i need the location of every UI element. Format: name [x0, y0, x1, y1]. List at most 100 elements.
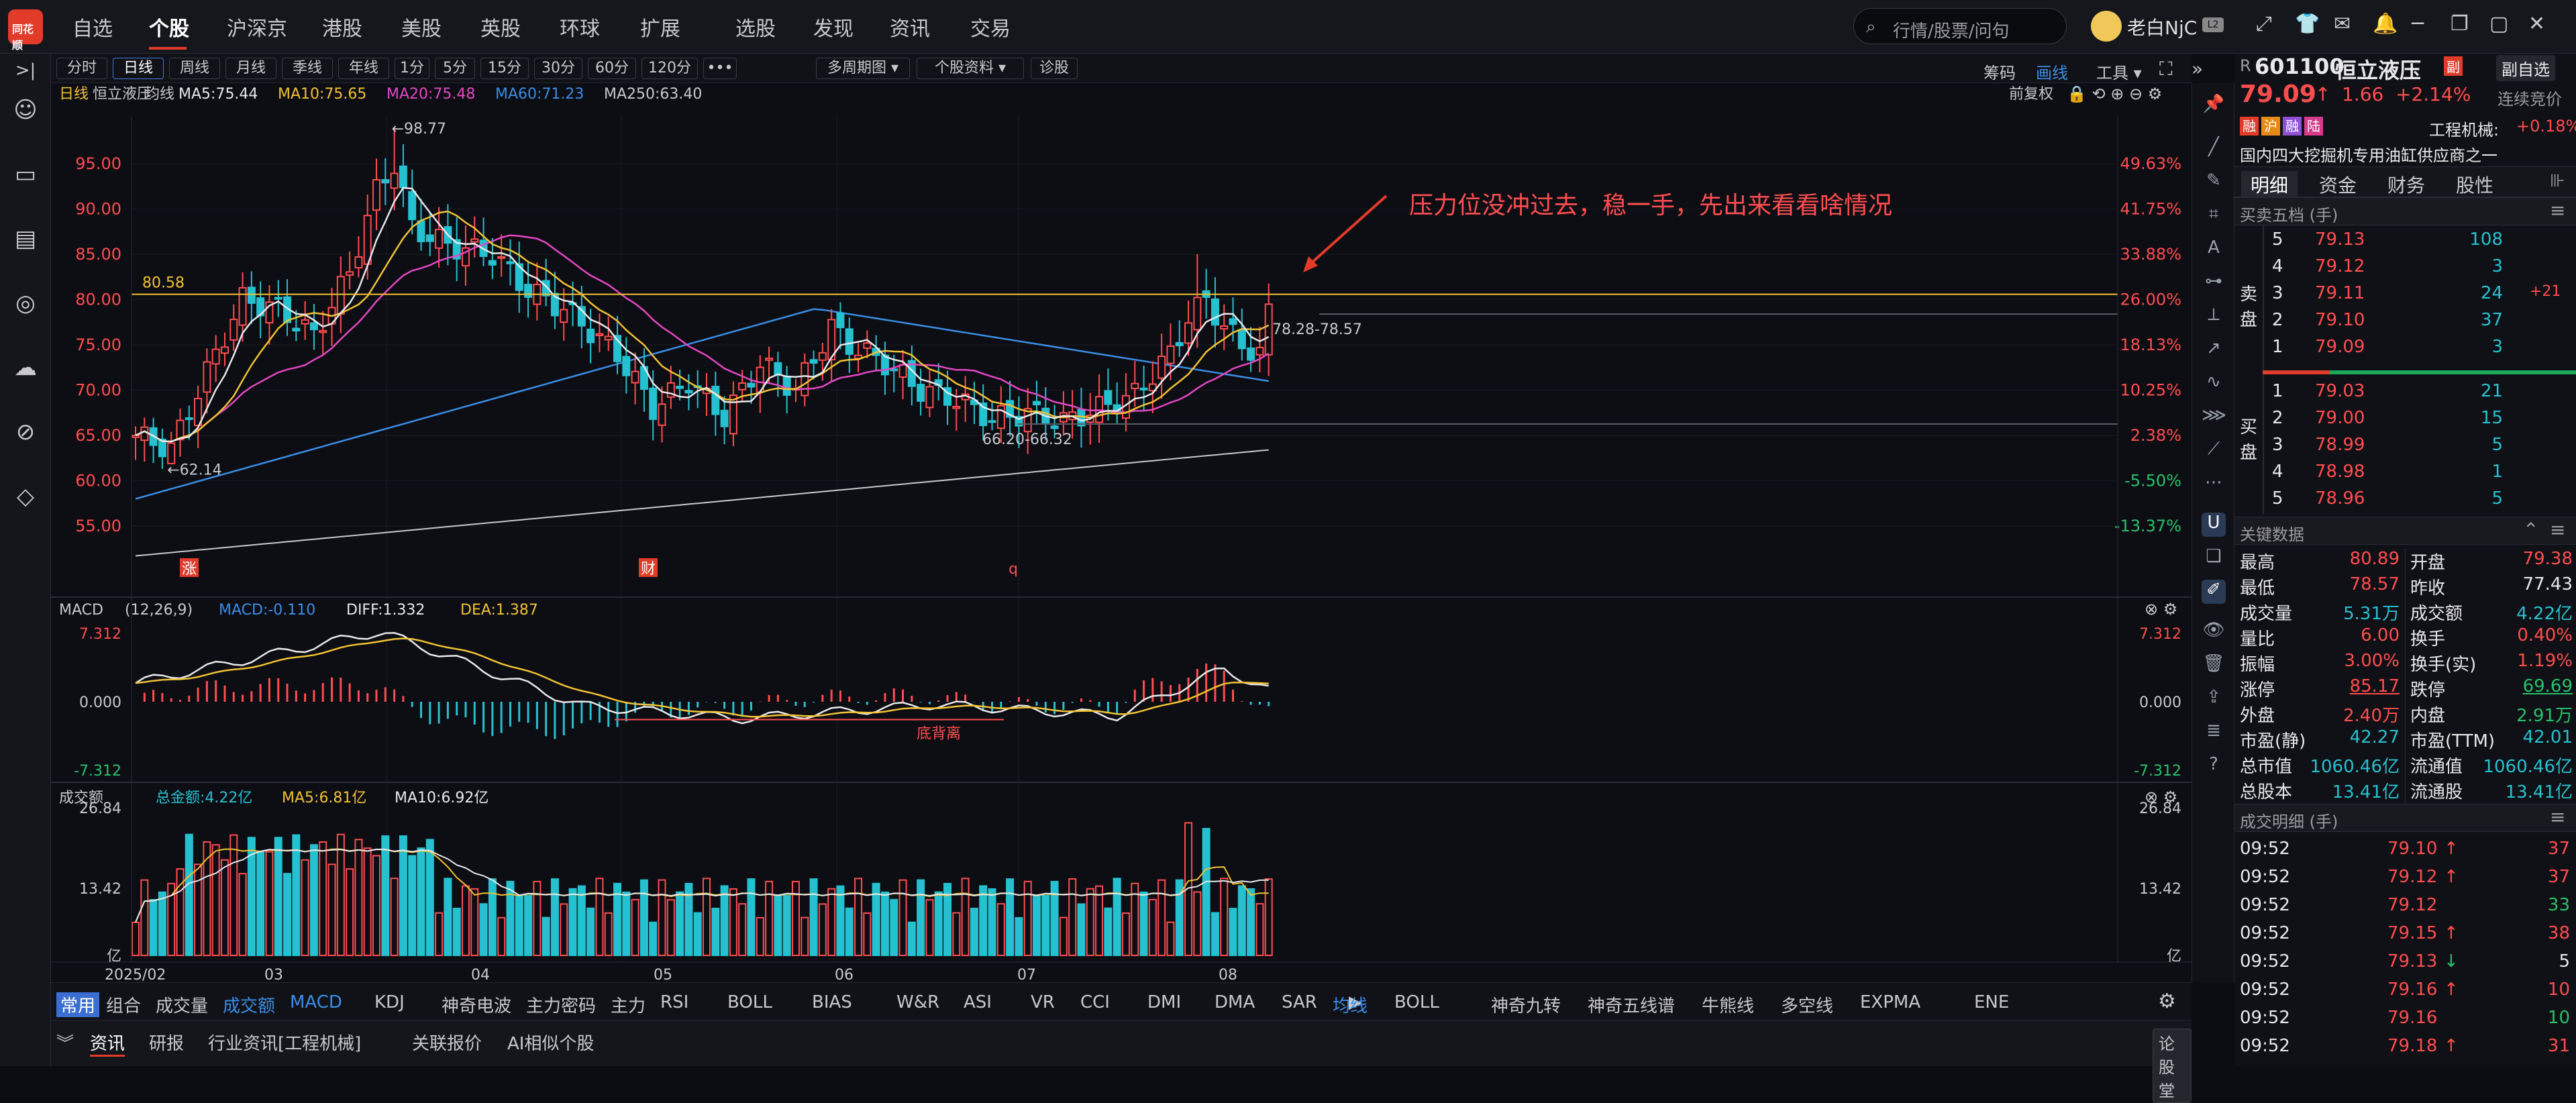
stack-icon[interactable]: ≣	[2206, 721, 2221, 741]
avatar[interactable]	[2091, 11, 2122, 42]
news-tab[interactable]: 行业资讯[工程机械]	[208, 1034, 362, 1054]
event-marker-label[interactable]: 涨	[182, 561, 197, 578]
period-button[interactable]: 5分	[435, 58, 475, 79]
indicator-tab[interactable]: KDJ	[374, 992, 405, 1012]
period-button[interactable]: 年线	[338, 58, 389, 79]
more-tools-icon[interactable]: ⋯	[2205, 472, 2222, 492]
indicator-tab[interactable]: CCI	[1080, 992, 1110, 1012]
adjust-mode[interactable]: 前复权	[2009, 86, 2053, 103]
line-tool-icon[interactable]: ╱	[2208, 137, 2219, 157]
indicator-tab[interactable]: MACD	[290, 992, 342, 1012]
nav-tab[interactable]: 美股	[401, 17, 442, 41]
nav-tab[interactable]: 环球	[560, 17, 600, 41]
stock-tag[interactable]: 融	[2283, 117, 2302, 136]
volume-label[interactable]: 成交额	[59, 790, 103, 806]
news-tab[interactable]: 资讯	[90, 1030, 125, 1057]
industry-label[interactable]: 工程机械:	[2429, 121, 2500, 140]
indicator-tab[interactable]: BIAS	[812, 992, 852, 1012]
minimize-icon[interactable]: ─	[2412, 12, 2424, 36]
app-logo[interactable]: 同花顺	[8, 9, 43, 52]
indicator-tab[interactable]: 成交量	[156, 996, 209, 1016]
menu-icon[interactable]: ≡	[2550, 519, 2566, 541]
chevron-right-icon[interactable]: ▶	[1349, 992, 1362, 1012]
period-button[interactable]: •••	[703, 58, 737, 79]
trend-icon[interactable]: ⟋	[2207, 439, 2220, 459]
event-marker[interactable]	[180, 558, 199, 577]
news-tab[interactable]: AI相似个股	[507, 1034, 595, 1054]
compass-icon[interactable]: ◎	[15, 290, 36, 317]
overlay-tab[interactable]: 神奇五线谱	[1588, 996, 1676, 1016]
close-pane-icon[interactable]: ⊗ ⚙	[2145, 600, 2177, 619]
nav-tab[interactable]: 个股	[149, 17, 189, 41]
segment-icon[interactable]: ⊶	[2205, 271, 2222, 291]
link-icon[interactable]: ⊘	[15, 419, 36, 445]
period-button[interactable]: 120分	[641, 58, 698, 79]
text-tool-icon[interactable]: A	[2208, 238, 2220, 258]
chips-button[interactable]: 筹码	[1983, 64, 2016, 83]
book-price[interactable]: 79.11	[2315, 283, 2365, 303]
overlay-tab[interactable]: 牛熊线	[1702, 996, 1755, 1016]
stock-name[interactable]: 恒立液压	[2335, 58, 2422, 83]
stock-tag[interactable]: 陆	[2304, 117, 2323, 136]
external-link-icon[interactable]: ⤢	[2256, 12, 2272, 36]
indicator-tab[interactable]: DMA	[1215, 992, 1255, 1012]
wave-icon[interactable]: ∿	[2206, 372, 2221, 392]
diamond-icon[interactable]: ◇	[16, 483, 35, 510]
indicator-tab[interactable]: 主力密码	[526, 996, 597, 1016]
book-price[interactable]: 78.98	[2315, 462, 2365, 482]
period-button[interactable]: 30分	[534, 58, 582, 79]
indicator-tab[interactable]: 组合	[106, 996, 142, 1016]
nav-tab[interactable]: 资讯	[890, 17, 930, 41]
copy-icon[interactable]: ❏	[2206, 546, 2222, 566]
pin-icon[interactable]: 📌	[2202, 94, 2225, 114]
nav-tab[interactable]: 英股	[480, 17, 521, 41]
stock-tag[interactable]: 融	[2240, 117, 2259, 136]
indicator-tab[interactable]: DMI	[1147, 992, 1182, 1012]
mail-icon[interactable]: ✉	[2334, 12, 2351, 36]
indicator-tab[interactable]: 成交额	[223, 996, 276, 1016]
quote-tab[interactable]: 明细	[2241, 171, 2298, 198]
add-watchlist-button[interactable]: 副自选	[2496, 55, 2555, 81]
brush-icon[interactable]: ✎	[2206, 170, 2221, 191]
multi-period-button[interactable]: 多周期图 ▾	[816, 58, 910, 79]
help-icon[interactable]: ?	[2209, 754, 2218, 774]
indicator-tab[interactable]: 常用	[56, 992, 100, 1017]
channel-icon[interactable]: ⋙	[2202, 405, 2226, 425]
overlay-tab[interactable]: 神奇九转	[1491, 996, 1561, 1016]
news-tab[interactable]: 研报	[149, 1034, 185, 1054]
indicator-tab[interactable]: 主力	[611, 996, 646, 1016]
book-price[interactable]: 78.99	[2315, 435, 2365, 455]
draw-line-button[interactable]: 画线	[2036, 64, 2068, 83]
overlay-tab[interactable]: 多空线	[1781, 996, 1834, 1016]
ruler-icon[interactable]: ⟂	[2208, 305, 2220, 325]
quote-tab[interactable]: 财务	[2387, 174, 2426, 197]
diagnose-button[interactable]: 诊股	[1031, 58, 1078, 79]
restore-icon[interactable]: ❐	[2451, 12, 2469, 36]
news-tab[interactable]: 关联报价	[412, 1034, 482, 1054]
book-price[interactable]: 79.12	[2315, 256, 2365, 276]
period-button[interactable]: 15分	[480, 58, 529, 79]
period-button[interactable]: 分时	[56, 58, 107, 79]
indicator-tab[interactable]: RSI	[660, 992, 689, 1012]
collapse-news-icon[interactable]: ︾	[56, 1034, 74, 1054]
book-price[interactable]: 78.96	[2315, 488, 2365, 509]
bell-icon[interactable]: 🔔	[2373, 12, 2398, 36]
indicator-tab[interactable]: ASI	[964, 992, 992, 1012]
nav-tab[interactable]: 发现	[813, 17, 854, 41]
book-price[interactable]: 79.13	[2315, 229, 2365, 250]
book-price[interactable]: 79.09	[2315, 337, 2365, 357]
robot-icon[interactable]: ☺	[13, 97, 38, 123]
search-input[interactable]: ⌕ 行情/股票/问句	[1853, 8, 2067, 44]
nav-tab[interactable]: 港股	[322, 17, 362, 41]
monitor-icon[interactable]: ▭	[14, 161, 37, 188]
collapse-right-icon[interactable]: »	[2192, 58, 2204, 80]
expand-icon[interactable]: >|	[15, 60, 36, 81]
indicator-tab[interactable]: BOLL	[727, 992, 772, 1012]
book-price[interactable]: 79.00	[2315, 408, 2365, 428]
collapse-icon[interactable]: ⌃	[2523, 519, 2539, 541]
close-pane-icon[interactable]: ⊗ ⚙	[2145, 788, 2177, 806]
maximize-icon[interactable]: ▢	[2489, 12, 2509, 36]
chat-icon[interactable]: ☁	[14, 354, 37, 381]
period-button[interactable]: 月线	[225, 58, 276, 79]
